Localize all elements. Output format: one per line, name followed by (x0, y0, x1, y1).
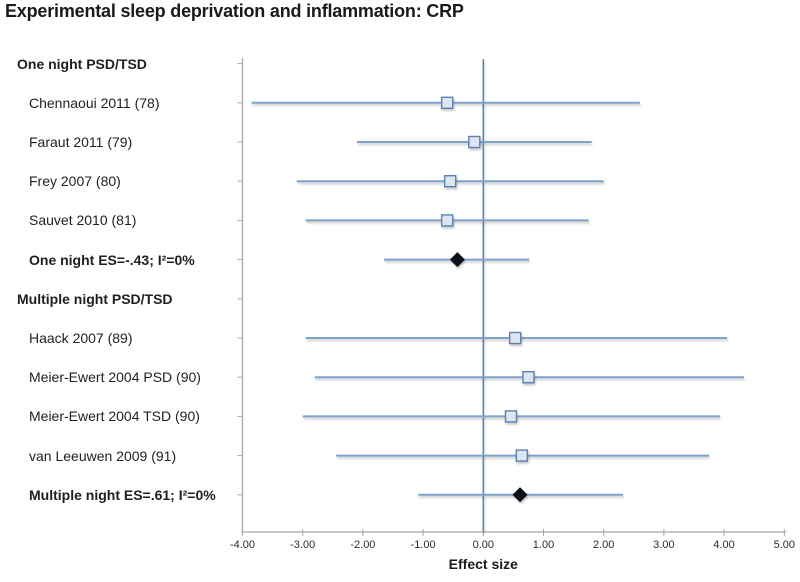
x-tick-label: 1.00 (532, 539, 555, 551)
x-tick-label: -2.00 (350, 539, 376, 551)
x-tick-label: 3.00 (653, 539, 675, 551)
x-axis-title: Effect size (448, 556, 518, 572)
x-tick-label: 2.00 (592, 539, 615, 551)
summary-diamond-marker (449, 252, 465, 268)
group-header-label: One night PSD/TSD (17, 55, 147, 72)
group-header-label: Multiple night PSD/TSD (17, 290, 173, 307)
x-tick-label: -3.00 (290, 539, 316, 551)
chart-title: Experimental sleep deprivation and infla… (5, 1, 464, 21)
study-row-label: Meier-Ewert 2004 PSD (90) (29, 369, 201, 386)
x-tick-label: -1.00 (410, 539, 436, 551)
x-tick-label: 0.00 (472, 539, 495, 551)
study-row-label: van Leeuwen 2009 (91) (29, 447, 177, 464)
x-tick-label: 4.00 (713, 539, 735, 551)
study-effect-marker (509, 331, 522, 345)
study-effect-marker (440, 214, 454, 227)
study-row-label: Meier-Ewert 2004 TSD (90) (29, 408, 200, 425)
x-tick-label: 5.00 (773, 539, 796, 551)
study-effect-marker (443, 174, 457, 188)
study-row-label: Chennaoui 2011 (78) (29, 94, 160, 111)
summary-diamond-marker (512, 487, 528, 503)
study-row-label: Faraut 2011 (79) (29, 134, 133, 150)
study-row-label: Sauvet 2010 (81) (29, 212, 137, 229)
study-effect-marker (522, 371, 535, 384)
study-effect-marker (515, 449, 529, 462)
summary-row-label: Multiple night ES=.61; I²=0% (29, 486, 216, 503)
study-effect-marker (440, 96, 454, 110)
x-tick-label: -4.00 (229, 539, 256, 551)
summary-row-label: One night ES=-.43; I²=0% (29, 251, 195, 268)
study-row-label: Frey 2007 (80) (29, 173, 121, 190)
study-row-label: Haack 2007 (89) (29, 330, 133, 346)
study-effect-marker (468, 135, 481, 149)
study-effect-marker (504, 410, 518, 423)
